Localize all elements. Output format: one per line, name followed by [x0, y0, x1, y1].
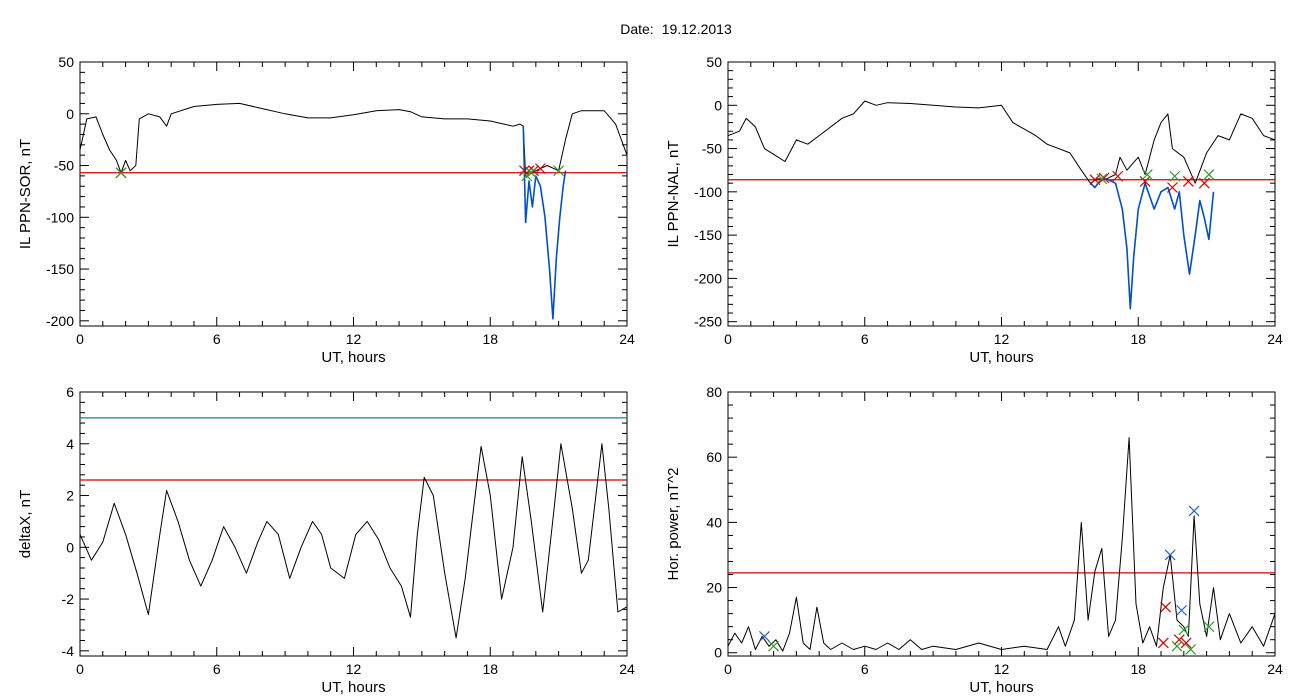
x-tick-label: 24 [1267, 331, 1283, 347]
cross-marker-green [1171, 640, 1183, 652]
y-tick-label: 4 [66, 436, 74, 452]
cross-marker-green [115, 167, 127, 179]
cross-marker-green [521, 170, 533, 182]
x-tick-label: 0 [76, 331, 84, 347]
y-tick-label: -100 [46, 209, 74, 225]
date-header: Date: 19.12.2013 [620, 21, 732, 37]
y-tick-label: -150 [46, 261, 74, 277]
x-tick-label: 12 [994, 331, 1010, 347]
y-tick-label: 80 [706, 384, 722, 400]
x-tick-label: 18 [482, 661, 498, 677]
y-tick-label: 6 [66, 384, 74, 400]
y-tick-label: -50 [702, 141, 722, 157]
cross-marker-green [1203, 169, 1215, 180]
cross-marker-blue [1176, 604, 1187, 616]
chart-nal: 0 6 12 18 24 50 0 -50 -100 -150 -200 -250 UT, hours I… [665, 54, 1283, 366]
y-tick-label: 50 [58, 54, 74, 70]
cross-marker-green [1178, 624, 1190, 636]
y-axis-label: deltaX, nT [17, 490, 34, 558]
y-axis-label: Hor. power, nT^2 [665, 468, 682, 581]
y-tick-label: 0 [66, 106, 74, 122]
cross-marker-green [1169, 170, 1181, 182]
chart-power: 0 6 12 18 24 80 60 40 20 0 UT, hours Hor. power, nT… [665, 384, 1283, 696]
y-tick-label: 0 [714, 97, 722, 113]
cross-marker-red [1139, 176, 1151, 187]
plot-frame [727, 61, 1276, 327]
x-tick-label: 18 [1130, 331, 1146, 347]
plot-frame [79, 61, 628, 327]
plot-frame [727, 391, 1276, 657]
cross-marker-blue [759, 631, 770, 642]
cross-marker-green [1203, 621, 1215, 633]
x-axis-label: UT, hours [969, 679, 1033, 696]
x-tick-label: 18 [1130, 661, 1146, 677]
x-tick-label: 6 [861, 331, 869, 347]
y-tick-label: -100 [694, 184, 722, 200]
cross-marker-green [553, 165, 565, 177]
y-tick-label: 20 [706, 580, 722, 596]
y-tick-label: -200 [694, 270, 722, 286]
y-axis-label: IL PPN-SOR, nT [17, 139, 34, 249]
date-value: 19.12.2013 [662, 21, 732, 37]
y-tick-label: -150 [694, 227, 722, 243]
cross-marker-red [1098, 172, 1110, 184]
y-tick-label: -200 [46, 313, 74, 329]
x-tick-label: 18 [482, 331, 498, 347]
x-tick-label: 0 [724, 331, 732, 347]
chart-deltax: 0 6 12 18 24 6 4 2 0 -2 -4 UT, hours deltaX, nT [17, 384, 635, 696]
x-tick-label: 12 [994, 661, 1010, 677]
data-trace [728, 100, 1275, 184]
x-tick-label: 0 [76, 661, 84, 677]
y-tick-label: -50 [54, 158, 74, 174]
cross-marker-red [1180, 637, 1192, 649]
x-tick-label: 12 [346, 661, 362, 677]
y-tick-label: 50 [706, 54, 722, 70]
cross-marker-green [1096, 173, 1108, 185]
y-tick-label: -2 [62, 591, 75, 607]
x-tick-label: 0 [724, 661, 732, 677]
y-tick-label: 0 [66, 539, 74, 555]
data-trace [80, 443, 627, 639]
cross-marker-blue [1164, 549, 1176, 561]
y-tick-label: -250 [694, 314, 722, 330]
y-axis-label: IL PPN-NAL, nT [665, 141, 682, 248]
cross-marker-red [1173, 634, 1185, 646]
cross-marker-blue [1188, 505, 1200, 517]
storm-trace [1089, 178, 1215, 310]
storm-trace [522, 126, 567, 320]
x-tick-label: 24 [619, 661, 635, 677]
x-tick-label: 24 [619, 331, 635, 347]
date-label: Date: [620, 21, 653, 37]
y-tick-label: 60 [706, 449, 722, 465]
x-tick-label: 6 [213, 661, 221, 677]
cross-marker-red [1157, 637, 1169, 649]
y-tick-label: 2 [66, 488, 74, 504]
x-axis-label: UT, hours [321, 349, 385, 366]
cross-marker-green [768, 640, 780, 652]
y-tick-label: -4 [62, 643, 75, 659]
cross-marker-green [525, 167, 537, 179]
cross-marker-red [1182, 176, 1194, 187]
cross-marker-red [534, 163, 546, 175]
plot-frame [79, 391, 628, 657]
x-tick-label: 12 [346, 331, 362, 347]
x-tick-label: 6 [861, 661, 869, 677]
x-axis-label: UT, hours [321, 679, 385, 696]
y-tick-label: 40 [706, 514, 722, 530]
cross-marker-red [1167, 182, 1178, 193]
x-axis-label: UT, hours [969, 349, 1033, 366]
x-tick-label: 24 [1267, 661, 1283, 677]
cross-marker-red [1112, 170, 1124, 182]
data-trace [80, 102, 627, 177]
cross-marker-green [1141, 169, 1153, 180]
cross-marker-red [1160, 601, 1172, 613]
chart-sor: 0 6 12 18 24 50 0 -50 -100 -150 -200 UT, hours IL PP… [17, 54, 635, 366]
cross-marker-green [1185, 644, 1197, 655]
cross-marker-red [1198, 177, 1210, 189]
y-tick-label: 0 [714, 645, 722, 661]
x-tick-label: 6 [213, 331, 221, 347]
data-trace [728, 437, 1275, 652]
